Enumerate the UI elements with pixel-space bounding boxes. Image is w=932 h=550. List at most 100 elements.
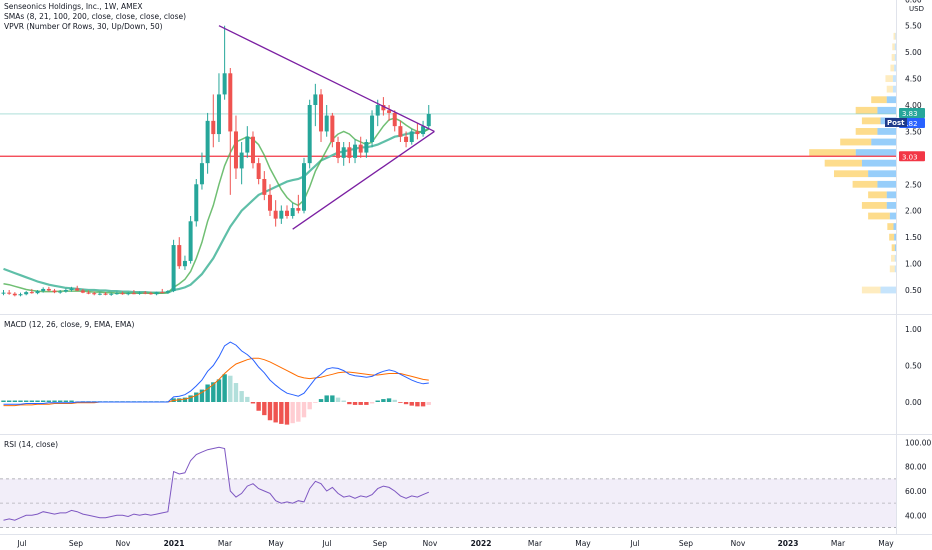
volume-profile-down-bar <box>861 159 896 167</box>
candle-body <box>239 152 244 169</box>
hline-price-tag: 3.03 <box>902 153 918 161</box>
time-tick-label: Sep <box>373 539 387 548</box>
volume-profile-up-bar <box>840 138 872 146</box>
macd-histogram-bar <box>211 382 216 402</box>
price-tick-label: 2.50 <box>905 180 922 189</box>
time-tick-label: Sep <box>679 539 693 548</box>
volume-profile-down-bar <box>871 138 896 146</box>
macd-signal-line <box>3 357 429 407</box>
volume-profile-up-bar <box>861 117 881 125</box>
macd-histogram-bar <box>35 400 40 402</box>
candle-body <box>302 163 307 211</box>
volume-profile-down-bar <box>868 170 896 178</box>
macd-histogram-bar <box>301 402 307 418</box>
candle-body <box>69 288 74 290</box>
macd-histogram-bar <box>188 395 193 402</box>
macd-histogram-bar <box>426 402 431 405</box>
time-tick-label: Nov <box>116 539 131 548</box>
macd-histogram-bar <box>12 400 18 402</box>
candle-body <box>307 105 312 164</box>
candle-body <box>296 208 301 211</box>
macd-histogram-bar <box>375 400 380 402</box>
post-price-tag: 3.82 <box>902 120 918 128</box>
macd-panel-title: MACD (12, 26, close, 9, EMA, EMA) <box>4 320 135 329</box>
candle-body <box>143 292 148 294</box>
candle-body <box>262 179 267 195</box>
macd-histogram-bar <box>18 400 23 402</box>
candle-body <box>353 144 358 158</box>
volume-profile-up-bar <box>889 233 895 241</box>
time-tick-label: Nov <box>423 539 438 548</box>
volume-profile-up-bar <box>824 159 862 167</box>
volume-profile-down-bar <box>894 43 896 51</box>
macd-tick-label: 1.00 <box>905 325 922 334</box>
volume-profile-up-bar <box>855 106 878 114</box>
volume-profile-down-bar <box>886 202 896 209</box>
macd-histogram-bar <box>40 400 46 402</box>
macd-histogram-bar <box>233 383 239 402</box>
candle-body <box>387 110 392 113</box>
macd-tick-label: 0.00 <box>905 398 922 407</box>
candle-body <box>409 131 414 142</box>
macd-histogram-bar <box>284 402 290 425</box>
candle-body <box>250 136 255 164</box>
candle-body <box>188 221 193 261</box>
candle-body <box>75 288 80 291</box>
price-panel-title: Senseonics Holdings, Inc., 1W, AMEX <box>4 2 143 11</box>
macd-histogram-bar <box>29 400 35 402</box>
candle-body <box>375 105 380 116</box>
volume-profile-up-bar <box>868 212 890 220</box>
macd-histogram-bar <box>415 402 420 407</box>
candle-body <box>341 147 346 158</box>
candle-body <box>58 291 63 293</box>
candle-body <box>347 147 352 158</box>
time-tick-label: Mar <box>218 539 233 548</box>
time-tick-label: Sep <box>69 539 83 548</box>
volume-profile-up-bar <box>834 170 869 178</box>
candle-body <box>392 112 397 127</box>
volume-profile-down-bar <box>895 32 896 40</box>
macd-histogram-bar <box>23 400 29 402</box>
candle-body <box>205 120 210 164</box>
candle-body <box>86 292 91 294</box>
macd-histogram-bar <box>228 375 233 402</box>
candle-body <box>222 73 227 95</box>
macd-histogram-bar <box>58 400 63 402</box>
macd-histogram-bar <box>318 399 324 402</box>
macd-histogram-bar <box>386 398 392 402</box>
macd-histogram-bar <box>256 402 261 411</box>
rsi-tick-label: 40.00 <box>905 511 927 520</box>
candle-body <box>12 293 17 296</box>
macd-histogram-bar <box>324 395 329 402</box>
macd-histogram-bar <box>199 389 205 402</box>
candle-body <box>370 115 375 142</box>
candle-body <box>160 292 165 294</box>
macd-histogram-bar <box>313 402 318 403</box>
volume-profile-up-bar <box>861 286 881 294</box>
volume-profile-down-bar <box>886 191 896 199</box>
volume-profile-up-bar <box>885 75 893 82</box>
volume-profile-up-bar <box>887 223 894 230</box>
macd-histogram-bar <box>335 397 341 402</box>
macd-histogram-bar <box>307 402 312 410</box>
volume-profile-down-bar <box>894 244 896 252</box>
volume-profile-up-bar <box>855 128 878 135</box>
volume-profile-down-bar <box>894 233 896 241</box>
macd-histogram-bar <box>290 402 295 424</box>
volume-profile-down-bar <box>886 96 896 104</box>
candle-body <box>421 126 426 135</box>
volume-profile-down-bar <box>889 212 896 220</box>
volume-profile-down-bar <box>892 85 896 93</box>
candle-body <box>285 210 289 216</box>
macd-line <box>3 341 429 405</box>
volume-profile-down-bar <box>892 75 896 82</box>
rsi-tick-label: 60.00 <box>905 487 927 496</box>
candle-body <box>46 288 51 291</box>
hline-price-tag-bg <box>899 151 925 162</box>
macd-histogram-bar <box>46 400 52 402</box>
time-tick-label: Jul <box>16 539 26 548</box>
macd-histogram-bar <box>398 402 403 403</box>
time-tick-label: Mar <box>831 539 846 548</box>
macd-histogram-bar <box>1 400 6 402</box>
